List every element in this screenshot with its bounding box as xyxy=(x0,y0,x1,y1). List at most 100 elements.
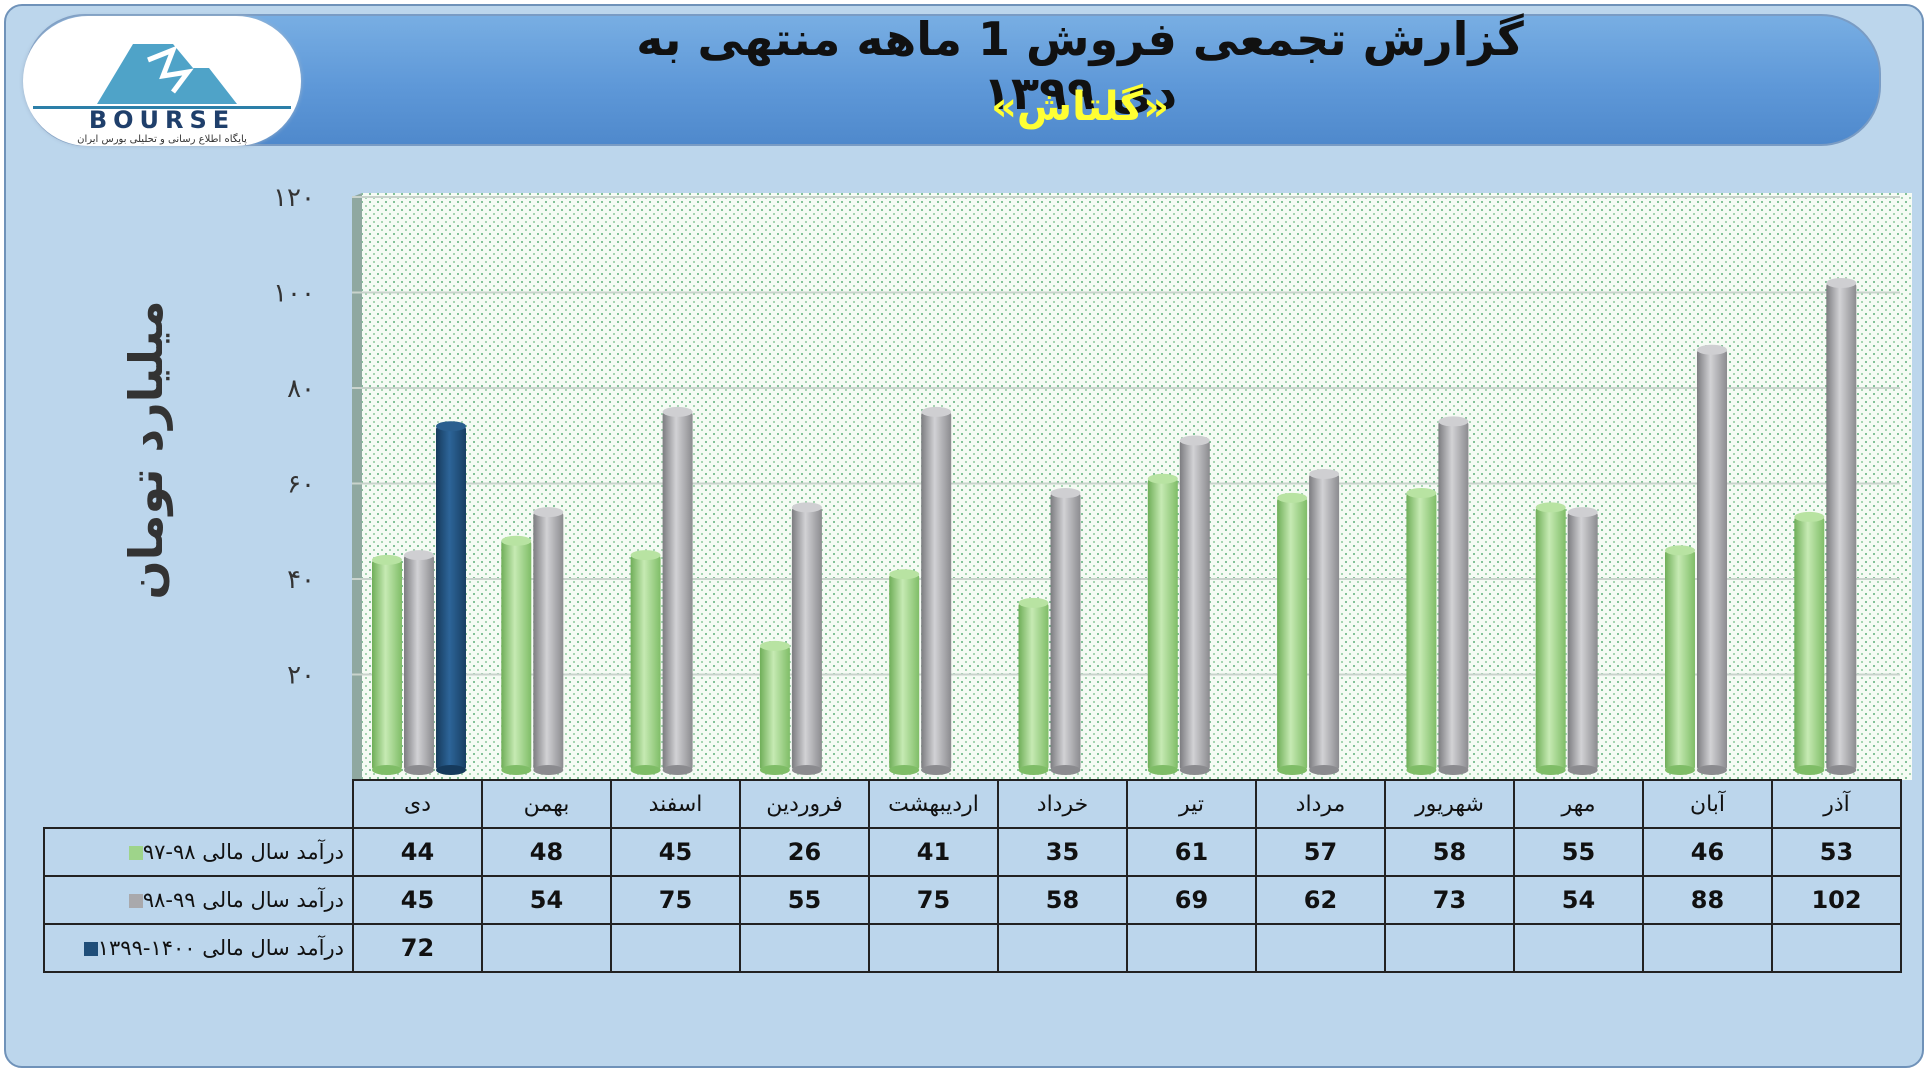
value-cell: 41 xyxy=(868,827,999,877)
bar-gray-cap xyxy=(533,507,564,518)
series-label: درآمد سال مالی ۱۴۰۰-۱۳۹۹ xyxy=(43,923,354,973)
value-cell xyxy=(1255,923,1386,973)
y-tick-label: ۱۲۰ xyxy=(273,183,315,213)
bar-gray xyxy=(1179,440,1210,770)
bar-gray xyxy=(921,411,952,770)
bar-green-base xyxy=(630,765,661,775)
series-label: درآمد سال مالی ۹۸-۹۷ xyxy=(43,827,354,877)
table-row: درآمد سال مالی ۹۸-۹۷ 44 48 45 26 41 35 61 57 58 5… xyxy=(43,827,1902,877)
value-cell: 26 xyxy=(739,827,870,877)
bar-gray-base xyxy=(1826,765,1857,775)
bar-green-cap xyxy=(372,554,402,565)
y-tick-label: ۴۰ xyxy=(287,565,315,595)
y-tick-label: ۲۰ xyxy=(287,661,315,691)
bar-gray-base xyxy=(1309,765,1340,775)
bar-gray xyxy=(1050,493,1081,770)
bar-green-cap xyxy=(501,535,532,546)
bar-green-base xyxy=(1147,765,1178,775)
bar-green xyxy=(1535,507,1566,770)
value-cell xyxy=(481,923,612,973)
value-cell: 44 xyxy=(352,827,483,877)
bar-gray-cap xyxy=(1179,435,1210,446)
value-cell xyxy=(739,923,870,973)
bar-green xyxy=(1406,493,1437,770)
bar-blue-cap xyxy=(436,421,466,432)
bar-green-cap xyxy=(1665,545,1695,556)
series-label: درآمد سال مالی ۹۹-۹۸ xyxy=(43,875,354,925)
bar-gray-base xyxy=(662,765,693,775)
value-cell: 73 xyxy=(1384,875,1515,925)
category-header-row: دی بهمن اسفند فروردین اردیبهشت خرداد تیر مرداد ش… xyxy=(44,779,1902,829)
value-cell: 62 xyxy=(1255,875,1386,925)
category-label: شهریور xyxy=(1384,779,1515,829)
category-label: آذر xyxy=(1771,779,1902,829)
value-cell: 46 xyxy=(1642,827,1773,877)
bar-gray-cap xyxy=(662,406,693,417)
value-cell: 48 xyxy=(481,827,612,877)
bar-green-base xyxy=(1018,765,1049,775)
bar-green-cap xyxy=(1794,511,1825,522)
bourse-logo: BOURSE پایگاه اطلاع رسانی و تحلیلی بورس … xyxy=(23,16,301,146)
series-name: درآمد سال مالی ۹۸-۹۷ xyxy=(142,840,344,864)
category-label: دی xyxy=(352,779,483,829)
bar-green-base xyxy=(1665,765,1695,775)
value-cell: 45 xyxy=(610,827,741,877)
legend-swatch-blue xyxy=(83,942,98,956)
bar-gray-base xyxy=(1567,765,1598,775)
bar-gray-cap xyxy=(1309,468,1340,479)
bar-gray xyxy=(1567,512,1598,770)
value-cell xyxy=(610,923,741,973)
category-label: اسفند xyxy=(610,779,741,829)
category-label: تیر xyxy=(1126,779,1257,829)
bar-gray xyxy=(1438,421,1469,770)
plot-area xyxy=(362,193,1912,780)
series-name: درآمد سال مالی ۱۴۰۰-۱۳۹۹ xyxy=(97,936,344,960)
category-label: آبان xyxy=(1642,779,1773,829)
value-cell: 102 xyxy=(1771,875,1902,925)
bar-green-cap xyxy=(759,640,790,651)
bar-green xyxy=(1147,478,1178,770)
bar-blue xyxy=(436,426,466,770)
value-cell: 45 xyxy=(352,875,483,925)
y-tick-label: ۸۰ xyxy=(287,374,315,404)
bar-green-base xyxy=(1794,765,1825,775)
value-cell xyxy=(1126,923,1257,973)
value-cell: 35 xyxy=(997,827,1128,877)
y-axis-ticks: ۲۰ ۴۰ ۶۰ ۸۰ ۱۰۰ ۱۲۰ xyxy=(273,183,315,691)
bar-blue-base xyxy=(436,765,466,775)
category-label: اردیبهشت xyxy=(868,779,999,829)
bar-gray-cap xyxy=(1697,344,1727,355)
bar-green xyxy=(501,540,532,770)
bar-gray-cap xyxy=(404,550,434,561)
bar-gray xyxy=(791,507,822,770)
bar-gray-base xyxy=(404,765,434,775)
bar-gray-base xyxy=(1050,765,1081,775)
category-label: مهر xyxy=(1513,779,1644,829)
bars xyxy=(372,277,1857,775)
bar-gray xyxy=(533,512,564,770)
bar-green xyxy=(889,574,920,770)
value-cell: 55 xyxy=(1513,827,1644,877)
value-cell xyxy=(1384,923,1515,973)
value-cell: 75 xyxy=(868,875,999,925)
value-cell: 57 xyxy=(1255,827,1386,877)
value-cell: 69 xyxy=(1126,875,1257,925)
bar-green xyxy=(630,555,661,770)
bar-gray xyxy=(1309,473,1340,770)
bar-green-cap xyxy=(889,569,920,580)
bar-green-base xyxy=(759,765,790,775)
bar-gray-base xyxy=(533,765,564,775)
value-cell: 88 xyxy=(1642,875,1773,925)
bar-gray-cap xyxy=(1438,416,1469,427)
value-cell: 58 xyxy=(997,875,1128,925)
value-cell: 61 xyxy=(1126,827,1257,877)
category-label: خرداد xyxy=(997,779,1128,829)
value-cell: 75 xyxy=(610,875,741,925)
bar-green xyxy=(1794,516,1825,770)
value-cell: 55 xyxy=(739,875,870,925)
bar-green-base xyxy=(501,765,532,775)
bar-gray-cap xyxy=(1567,507,1598,518)
value-cell xyxy=(1771,923,1902,973)
logo-wordmark: BOURSE xyxy=(89,106,235,134)
value-cell xyxy=(868,923,999,973)
